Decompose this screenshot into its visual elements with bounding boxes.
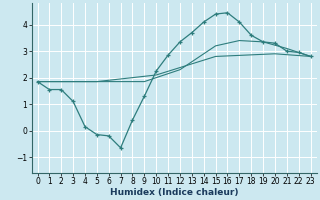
X-axis label: Humidex (Indice chaleur): Humidex (Indice chaleur) (110, 188, 238, 197)
